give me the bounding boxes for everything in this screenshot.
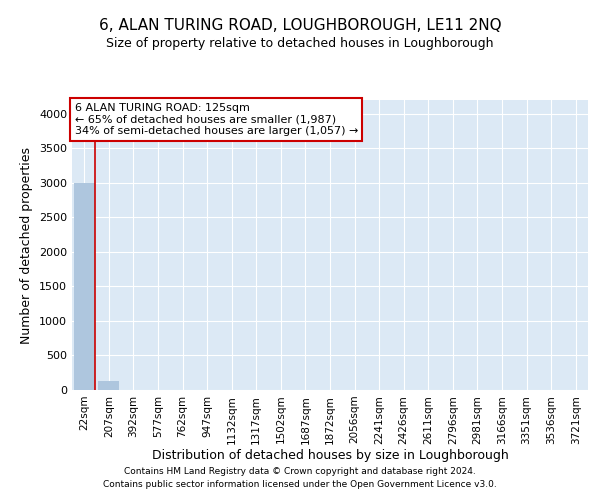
X-axis label: Distribution of detached houses by size in Loughborough: Distribution of detached houses by size …: [152, 449, 508, 462]
Text: Contains HM Land Registry data © Crown copyright and database right 2024.: Contains HM Land Registry data © Crown c…: [124, 467, 476, 476]
Text: 6 ALAN TURING ROAD: 125sqm
← 65% of detached houses are smaller (1,987)
34% of s: 6 ALAN TURING ROAD: 125sqm ← 65% of deta…: [74, 103, 358, 136]
Bar: [98, 381, 119, 390]
Text: 6, ALAN TURING ROAD, LOUGHBOROUGH, LE11 2NQ: 6, ALAN TURING ROAD, LOUGHBOROUGH, LE11 …: [98, 18, 502, 32]
Text: Size of property relative to detached houses in Loughborough: Size of property relative to detached ho…: [106, 38, 494, 51]
Bar: [74, 183, 95, 390]
Text: Contains public sector information licensed under the Open Government Licence v3: Contains public sector information licen…: [103, 480, 497, 489]
Y-axis label: Number of detached properties: Number of detached properties: [20, 146, 34, 344]
